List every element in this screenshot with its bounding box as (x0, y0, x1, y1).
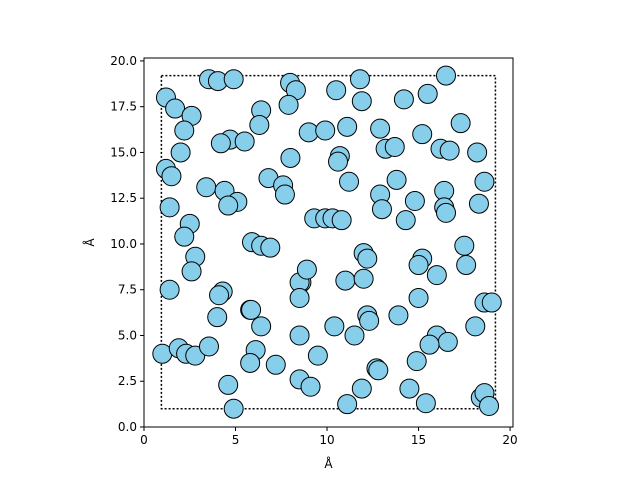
point (337, 394, 358, 415)
point (274, 184, 295, 205)
point (481, 292, 502, 313)
y-tick-label: 10.0 (110, 237, 137, 251)
point (296, 259, 317, 280)
y-tick-label: 7.5 (118, 283, 137, 297)
point (241, 299, 262, 320)
point (436, 65, 457, 86)
point (300, 376, 321, 397)
point (260, 237, 281, 258)
point (351, 378, 372, 399)
point (353, 268, 374, 289)
point (196, 177, 217, 198)
x-tick-label: 5 (232, 433, 240, 447)
x-tick-label: 20 (502, 433, 517, 447)
plot-frame (143, 57, 514, 428)
point (289, 325, 310, 346)
point (240, 352, 261, 373)
point (388, 305, 409, 326)
x-tick-label: 15 (411, 433, 426, 447)
point (436, 202, 457, 223)
point (371, 199, 392, 220)
y-axis-label: Å (82, 238, 97, 247)
point (251, 316, 272, 337)
point (404, 190, 425, 211)
x-tick-label: 0 (140, 433, 148, 447)
point (174, 226, 195, 247)
point (479, 395, 500, 416)
point (335, 270, 356, 291)
point (307, 345, 328, 366)
point (234, 131, 255, 152)
point (393, 89, 414, 110)
point (408, 287, 429, 308)
point (207, 307, 228, 328)
point (415, 393, 436, 414)
point (450, 113, 471, 134)
y-tick-label: 5.0 (118, 328, 137, 342)
point (395, 210, 416, 231)
point (417, 83, 438, 104)
point (165, 98, 186, 119)
point (412, 124, 433, 145)
y-tick-label: 12.5 (110, 191, 137, 205)
point (465, 316, 486, 337)
point (351, 91, 372, 112)
point (159, 279, 180, 300)
point (161, 166, 182, 187)
point (368, 360, 389, 381)
point (210, 133, 231, 154)
point (326, 80, 347, 101)
y-tick-label: 2.5 (118, 374, 137, 388)
point (349, 69, 370, 90)
point (170, 142, 191, 163)
point (454, 235, 475, 256)
point (159, 197, 180, 218)
y-tick-label: 17.5 (110, 100, 137, 114)
point (218, 195, 239, 216)
point (280, 147, 301, 168)
point (467, 142, 488, 163)
point (324, 316, 345, 337)
point (384, 136, 405, 157)
point (181, 261, 202, 282)
x-tick-label: 10 (319, 433, 334, 447)
point (408, 255, 429, 276)
point (439, 140, 460, 161)
x-axis-label: Å (324, 456, 333, 471)
point (278, 94, 299, 115)
point (223, 398, 244, 419)
point (265, 354, 286, 375)
point (315, 120, 336, 141)
point (344, 325, 365, 346)
boundary-box (160, 74, 497, 410)
point (456, 255, 477, 276)
y-tick-label: 15.0 (110, 145, 137, 159)
point (223, 69, 244, 90)
point (174, 120, 195, 141)
point (437, 331, 458, 352)
point (468, 193, 489, 214)
point (370, 118, 391, 139)
point (331, 210, 352, 231)
y-tick-label: 20.0 (110, 54, 137, 68)
point (426, 265, 447, 286)
point (406, 351, 427, 372)
point (386, 169, 407, 190)
point (339, 171, 359, 192)
point (419, 334, 440, 355)
point (399, 378, 420, 399)
point (249, 114, 270, 135)
y-tick-label: 0.0 (118, 420, 137, 434)
point (474, 171, 495, 192)
point (289, 287, 310, 308)
point (359, 310, 380, 331)
point (218, 374, 239, 395)
point (328, 151, 349, 172)
point (337, 116, 358, 137)
point (357, 248, 378, 269)
point (198, 336, 219, 357)
point (209, 285, 230, 306)
